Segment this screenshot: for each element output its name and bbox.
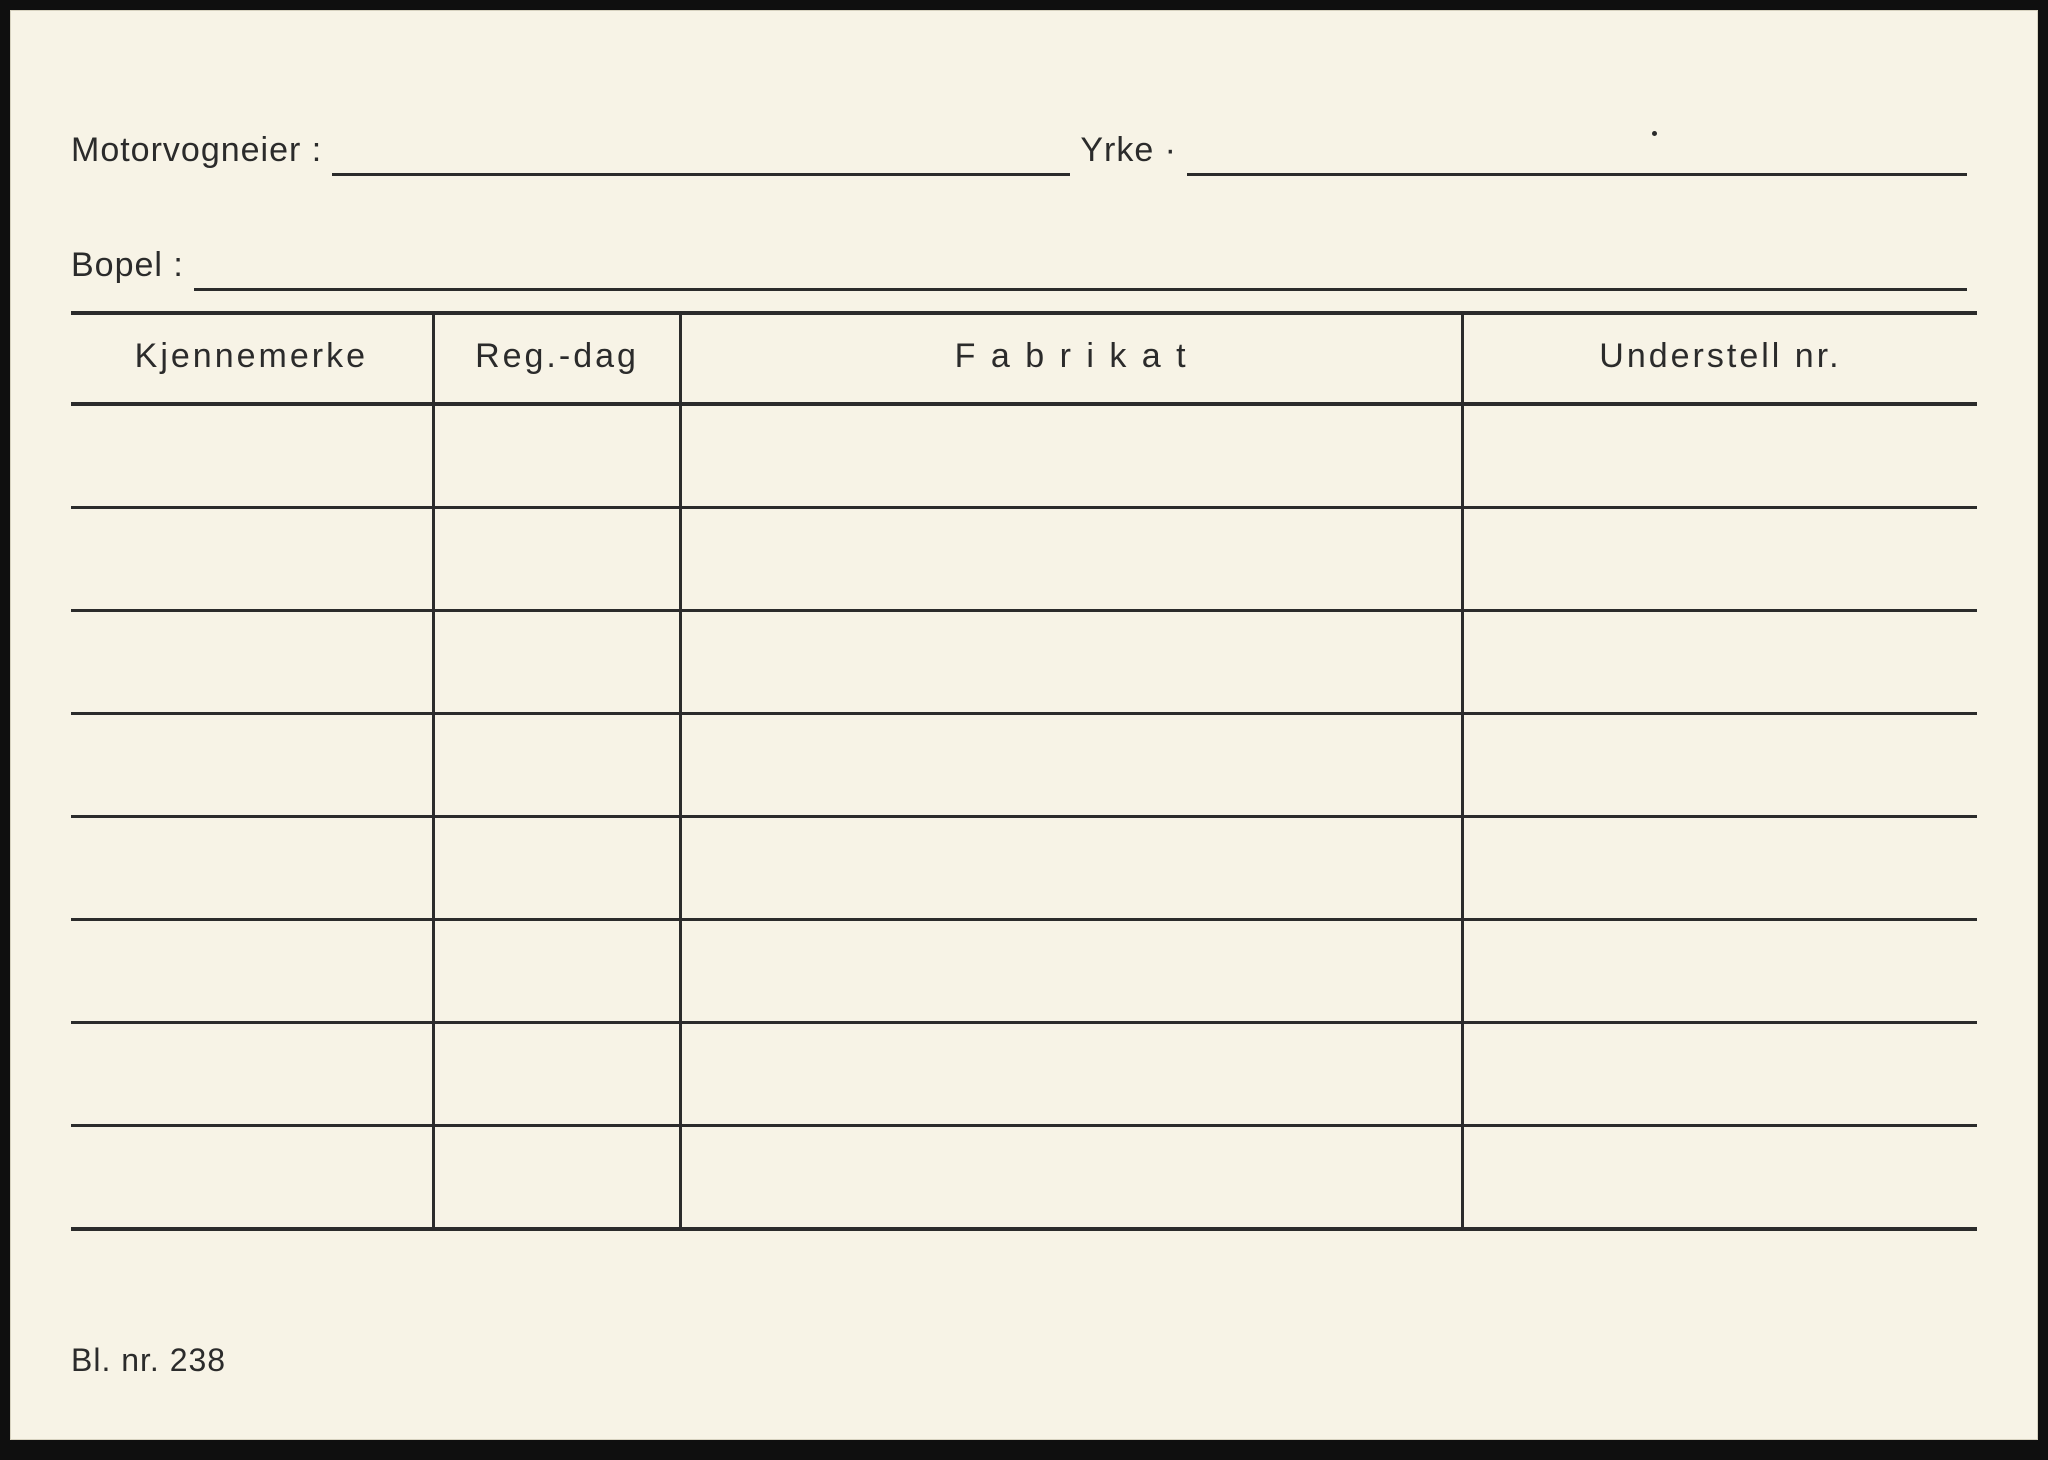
- cell-kjennemerke[interactable]: [71, 817, 433, 920]
- table-row: [71, 1126, 1977, 1230]
- cell-reg_dag[interactable]: [433, 404, 681, 508]
- cell-understell[interactable]: [1462, 404, 1977, 508]
- cell-understell[interactable]: [1462, 1126, 1977, 1230]
- col-header-kjennemerke: Kjennemerke: [71, 313, 433, 404]
- label-yrke: Yrke ·: [1080, 131, 1177, 176]
- cell-kjennemerke[interactable]: [71, 611, 433, 714]
- cell-reg_dag[interactable]: [433, 1023, 681, 1126]
- col-header-fabrikat: F a b r i k a t: [681, 313, 1462, 404]
- table-row: [71, 1023, 1977, 1126]
- artifact-dot: [1652, 131, 1657, 136]
- table-row: [71, 508, 1977, 611]
- registration-card: Motorvogneier : Yrke · Bopel : Kjennemer…: [10, 10, 2038, 1440]
- cell-understell[interactable]: [1462, 714, 1977, 817]
- table-row: [71, 404, 1977, 508]
- input-yrke[interactable]: [1187, 141, 1967, 176]
- cell-kjennemerke[interactable]: [71, 508, 433, 611]
- cell-fabrikat[interactable]: [681, 1126, 1462, 1230]
- cell-kjennemerke[interactable]: [71, 1126, 433, 1230]
- cell-kjennemerke[interactable]: [71, 404, 433, 508]
- cell-understell[interactable]: [1462, 1023, 1977, 1126]
- cell-reg_dag[interactable]: [433, 508, 681, 611]
- row-owner: Motorvogneier : Yrke ·: [71, 131, 1977, 176]
- cell-fabrikat[interactable]: [681, 1023, 1462, 1126]
- table-row: [71, 714, 1977, 817]
- cell-understell[interactable]: [1462, 920, 1977, 1023]
- cell-kjennemerke[interactable]: [71, 920, 433, 1023]
- cell-understell[interactable]: [1462, 611, 1977, 714]
- input-motorvogneier[interactable]: [332, 141, 1070, 176]
- input-bopel[interactable]: [194, 256, 1967, 291]
- cell-understell[interactable]: [1462, 508, 1977, 611]
- col-header-reg-dag: Reg.-dag: [433, 313, 681, 404]
- label-bopel: Bopel :: [71, 246, 184, 291]
- table-row: [71, 611, 1977, 714]
- cell-kjennemerke[interactable]: [71, 1023, 433, 1126]
- row-bopel: Bopel :: [71, 246, 1977, 291]
- vehicle-table: Kjennemerke Reg.-dag F a b r i k a t Und…: [71, 311, 1977, 1231]
- cell-fabrikat[interactable]: [681, 817, 1462, 920]
- cell-fabrikat[interactable]: [681, 508, 1462, 611]
- cell-fabrikat[interactable]: [681, 611, 1462, 714]
- vehicle-table-body: [71, 404, 1977, 1229]
- label-motorvogneier: Motorvogneier :: [71, 131, 322, 176]
- cell-reg_dag[interactable]: [433, 714, 681, 817]
- cell-kjennemerke[interactable]: [71, 714, 433, 817]
- cell-reg_dag[interactable]: [433, 1126, 681, 1230]
- table-row: [71, 817, 1977, 920]
- cell-reg_dag[interactable]: [433, 920, 681, 1023]
- cell-fabrikat[interactable]: [681, 404, 1462, 508]
- form-number: Bl. nr. 238: [71, 1342, 226, 1379]
- col-header-understell: Understell nr.: [1462, 313, 1977, 404]
- cell-fabrikat[interactable]: [681, 714, 1462, 817]
- cell-fabrikat[interactable]: [681, 920, 1462, 1023]
- table-header-row: Kjennemerke Reg.-dag F a b r i k a t Und…: [71, 313, 1977, 404]
- cell-reg_dag[interactable]: [433, 611, 681, 714]
- table-row: [71, 920, 1977, 1023]
- cell-understell[interactable]: [1462, 817, 1977, 920]
- cell-reg_dag[interactable]: [433, 817, 681, 920]
